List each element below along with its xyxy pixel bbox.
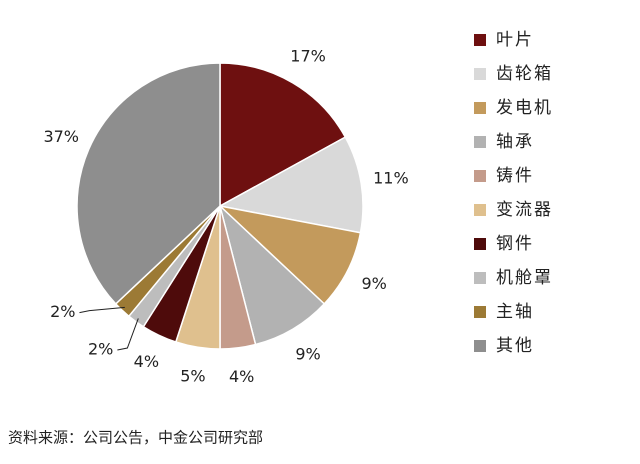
- legend-label: 轴承: [496, 132, 534, 152]
- legend-label: 发电机: [496, 98, 553, 118]
- legend-swatch: [474, 340, 486, 352]
- legend-swatch: [474, 306, 486, 318]
- data-label: 37%: [43, 127, 79, 146]
- legend-swatch: [474, 272, 486, 284]
- data-label: 17%: [290, 47, 326, 66]
- legend-swatch: [474, 170, 486, 182]
- pie-slice: [76, 62, 221, 305]
- pie-slice: [217, 204, 362, 305]
- pie-slice: [219, 62, 347, 208]
- data-label: 2%: [50, 302, 75, 321]
- data-label: 11%: [373, 168, 409, 187]
- legend-label: 钢件: [496, 234, 534, 254]
- legend-swatch: [474, 136, 486, 148]
- data-label: 9%: [295, 344, 320, 363]
- source-note: 资料来源：公司公告，中金公司研究部: [8, 429, 263, 447]
- legend-label: 其他: [496, 336, 534, 356]
- leader-line: [117, 318, 139, 351]
- legend-label: 齿轮箱: [496, 64, 553, 84]
- pie-slice: [218, 203, 326, 346]
- legend-swatch: [474, 68, 486, 80]
- pie-slice: [217, 136, 364, 234]
- data-label: 2%: [88, 340, 113, 359]
- legend-label: 主轴: [496, 302, 534, 322]
- legend-swatch: [474, 102, 486, 114]
- legend-swatch: [474, 238, 486, 250]
- data-label: 4%: [229, 367, 254, 386]
- data-label: 4%: [134, 352, 159, 371]
- legend-label: 变流器: [496, 200, 553, 220]
- legend-label: 机舱罩: [496, 268, 553, 288]
- leader-line: [79, 306, 125, 314]
- legend-swatch: [474, 34, 486, 46]
- data-label: 9%: [361, 274, 386, 293]
- legend-swatch: [474, 204, 486, 216]
- data-label: 5%: [180, 366, 205, 385]
- legend-label: 叶片: [496, 30, 534, 50]
- legend-label: 铸件: [496, 166, 534, 186]
